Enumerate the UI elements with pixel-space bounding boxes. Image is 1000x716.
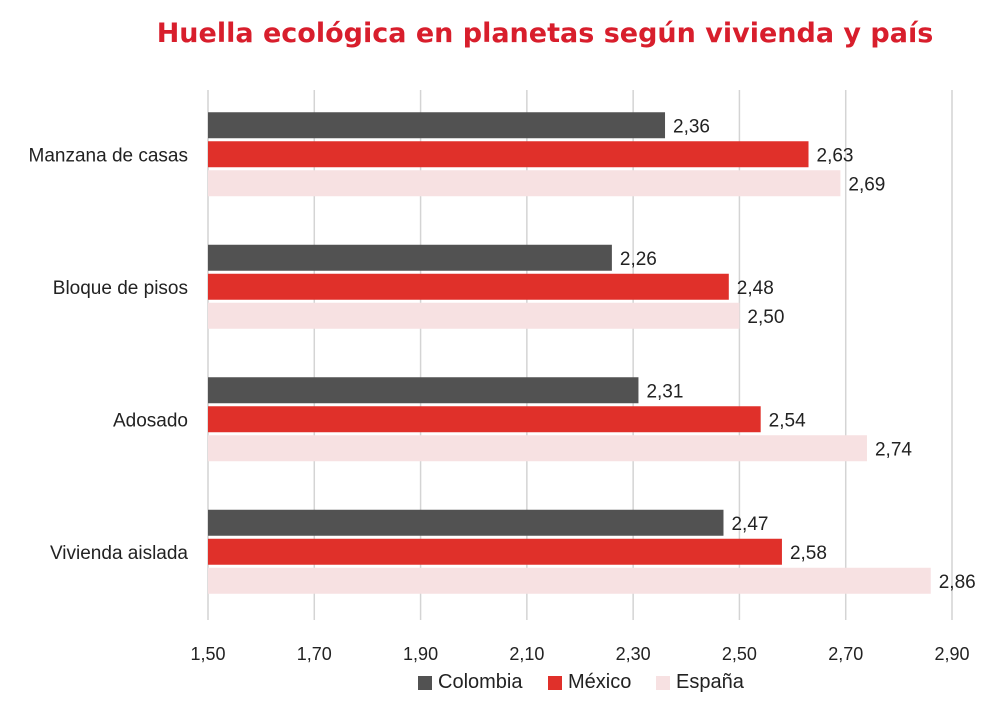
bar-colombia — [208, 509, 724, 536]
data-label: 2,74 — [875, 439, 912, 460]
data-label: 2,63 — [817, 145, 854, 166]
category-label: Bloque de pisos — [53, 278, 188, 299]
chart-title: Huella ecológica en planetas según vivie… — [156, 18, 934, 49]
data-label: 2,26 — [620, 249, 657, 270]
x-tick-label: 1,90 — [403, 644, 438, 664]
x-tick-label: 2,90 — [934, 644, 969, 664]
x-tick-label: 1,50 — [190, 644, 225, 664]
bar-colombia — [208, 244, 612, 271]
legend-swatch-españa — [656, 676, 670, 690]
legend-label: Colombia — [438, 671, 523, 693]
x-axis-ticks: 1,50 1,70 1,90 2,10 2,30 2,50 2,70 2,90 — [190, 644, 969, 664]
legend-swatch-méxico — [548, 676, 562, 690]
bar-colombia — [208, 112, 666, 139]
x-tick-label: 1,70 — [297, 644, 332, 664]
bar-españa — [208, 302, 740, 329]
data-label: 2,86 — [939, 572, 976, 593]
x-tick-label: 2,30 — [616, 644, 651, 664]
bar-méxico — [208, 538, 782, 565]
bar-méxico — [208, 273, 729, 300]
data-label: 2,36 — [673, 116, 710, 137]
bar-colombia — [208, 377, 639, 404]
x-tick-label: 2,50 — [722, 644, 757, 664]
bar-españa — [208, 567, 931, 594]
x-tick-label: 2,10 — [509, 644, 544, 664]
data-label: 2,31 — [646, 381, 683, 402]
legend-label: España — [676, 671, 745, 693]
bar-méxico — [208, 141, 809, 168]
bar-españa — [208, 170, 841, 197]
data-label: 2,50 — [747, 307, 784, 328]
data-label: 2,58 — [790, 543, 827, 564]
bars: 2,36 2,63 2,69 2,26 2,48 2,50 2,31 2,54 2,74 2,47… — [208, 112, 976, 594]
category-label: Adosado — [113, 410, 188, 431]
legend: Colombia México España — [418, 671, 745, 693]
data-label: 2,48 — [737, 278, 774, 299]
data-label: 2,47 — [731, 514, 768, 535]
x-tick-label: 2,70 — [828, 644, 863, 664]
category-labels: Manzana de casas Bloque de pisos Adosado Vi… — [29, 145, 189, 564]
data-label: 2,54 — [769, 410, 806, 431]
bar-españa — [208, 435, 867, 462]
legend-swatch-colombia — [418, 676, 432, 690]
category-label: Manzana de casas — [29, 145, 189, 166]
data-label: 2,69 — [848, 174, 885, 195]
bar-méxico — [208, 406, 761, 433]
category-label: Vivienda aislada — [50, 543, 188, 564]
legend-label: México — [568, 671, 631, 693]
